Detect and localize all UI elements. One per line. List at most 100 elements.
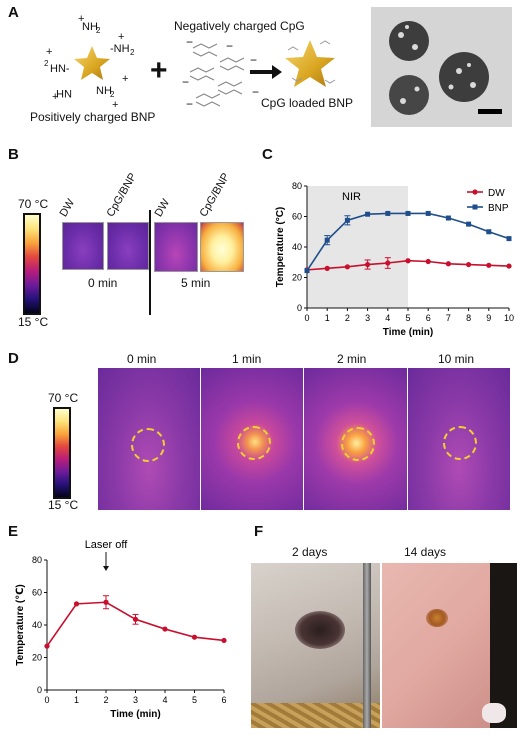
d-scale-min-label: 15 °C: [48, 498, 79, 512]
cage-bar: [363, 563, 371, 728]
data-point: [405, 210, 411, 216]
data-point: [162, 626, 168, 632]
panel-label-c: C: [262, 146, 273, 163]
f-photo-2days: [251, 563, 380, 728]
data-point: [466, 221, 472, 227]
svg-text:+: +: [118, 31, 124, 43]
x-tick-label: 5: [405, 313, 410, 323]
data-point: [405, 258, 411, 264]
shaded-region: [307, 186, 408, 308]
y-axis-label: Temperature (℃): [15, 584, 26, 665]
panel-a-schematic: NH2 -NH 2 NH2 HN-2 NH +++ +++ + − −− −−−: [44, 7, 512, 127]
data-point: [385, 210, 391, 216]
y-tick-label: 80: [32, 555, 42, 565]
svg-text:−: −: [252, 85, 259, 99]
negative-charges: − − − − − −: [182, 35, 259, 111]
bnp-star-icon: [74, 46, 110, 80]
data-point: [445, 261, 451, 267]
panel-label-e: E: [8, 523, 19, 540]
x-tick-label: 2: [103, 695, 108, 705]
f-photo-14days: [382, 563, 517, 728]
right-arrow-icon: [250, 65, 282, 79]
data-point: [466, 261, 472, 268]
panel-f: 2 days 14 days: [248, 520, 520, 735]
divider-line: [149, 210, 151, 315]
svg-text:−: −: [186, 35, 193, 49]
x-tick-label: 4: [385, 313, 390, 323]
data-point: [365, 261, 371, 268]
data-point: [324, 237, 330, 243]
d-scale-max-label: 70 °C: [48, 391, 79, 405]
amine-groups: NH2 -NH 2 NH2 HN-2 NH +++ +++: [44, 13, 135, 111]
svg-text:+: +: [122, 73, 128, 85]
y-tick-label: 0: [37, 685, 42, 695]
data-point: [365, 211, 371, 217]
x-tick-label: 7: [446, 313, 451, 323]
amine-label: NH: [82, 21, 98, 33]
svg-text:2: 2: [44, 59, 49, 68]
x-tick-label: 6: [426, 313, 431, 323]
data-point: [73, 601, 80, 607]
panel-label-b: B: [8, 146, 19, 163]
x-tick-label: 1: [74, 695, 79, 705]
thermal-dw-0min: [62, 222, 104, 270]
data-point: [304, 268, 310, 274]
b-time-0: 0 min: [88, 276, 118, 290]
data-point: [486, 262, 492, 268]
data-point: [324, 265, 330, 271]
y-tick-label: 20: [32, 653, 42, 663]
x-tick-label: 10: [504, 313, 514, 323]
x-axis-label: Time (min): [110, 709, 160, 720]
svg-text:−: −: [226, 39, 233, 53]
annotation-arrowhead: [103, 566, 109, 571]
b-label-cpg-1: CpG/BNP: [104, 171, 140, 219]
negative-cpg-label: Negatively charged CpG: [174, 19, 305, 33]
d-thermal-2min: [304, 368, 407, 510]
panel-a: NH 2 -NH 2 NH 2 HN- 2 NH + + + + + + + − − − − − −: [0, 0, 520, 140]
x-tick-label: 5: [192, 695, 197, 705]
svg-text:−: −: [250, 53, 257, 67]
d-time-0: 0 min: [127, 352, 157, 366]
y-tick-label: 40: [32, 620, 42, 630]
shaded-region-label: NIR: [342, 191, 361, 203]
chart-c: NIR 0 1 2 3 4 5 6 7 8 9 10 0 20 40 60 80 Time (min) Temper…: [275, 181, 514, 338]
d-roi-circle: [237, 426, 271, 460]
data-point: [344, 264, 350, 270]
y-axis-label: Temperature (°C): [275, 207, 286, 288]
x-tick-label: 9: [486, 313, 491, 323]
data-point: [221, 637, 227, 644]
whiskers: [482, 703, 506, 723]
d-color-scale-bar: [53, 407, 71, 499]
d-thermal-1min: [201, 368, 303, 510]
d-roi-circle: [443, 426, 477, 460]
data-point: [425, 258, 431, 265]
data-point: [132, 616, 139, 622]
thermal-dw-5min: [154, 222, 198, 272]
y-tick-label: 60: [292, 212, 302, 222]
data-point: [506, 263, 512, 269]
x-tick-label: 3: [133, 695, 138, 705]
dark-background: [490, 563, 517, 728]
svg-text:+: +: [112, 99, 118, 111]
legend-label: BNP: [488, 203, 509, 214]
svg-text:NH: NH: [96, 85, 112, 97]
panel-label-d: D: [8, 350, 19, 367]
y-tick-label: 20: [292, 273, 302, 283]
x-tick-label: 8: [466, 313, 471, 323]
svg-text:−: −: [182, 75, 189, 89]
y-tick-label: 40: [292, 242, 302, 252]
x-tick-label: 1: [325, 313, 330, 323]
annotation-label: Laser off: [85, 539, 129, 551]
scale-bar: [478, 109, 502, 114]
scale-max-label: 70 °C: [18, 197, 49, 211]
x-axis-label: Time (min): [383, 327, 433, 338]
panel-b: 70 °C 15 °C DW CpG/BNP DW CpG/BNP 0 min …: [0, 140, 260, 340]
loaded-bnp-star-icon: [285, 40, 335, 87]
thermal-cpg-5min: [200, 222, 244, 272]
loaded-strands-icon: [287, 40, 336, 84]
b-label-dw-1: DW: [57, 197, 78, 219]
tem-micrograph: [371, 7, 512, 127]
svg-text:HN-: HN-: [50, 63, 70, 75]
f-label-2days: 2 days: [292, 545, 328, 559]
thermal-cpg-0min: [107, 222, 149, 270]
